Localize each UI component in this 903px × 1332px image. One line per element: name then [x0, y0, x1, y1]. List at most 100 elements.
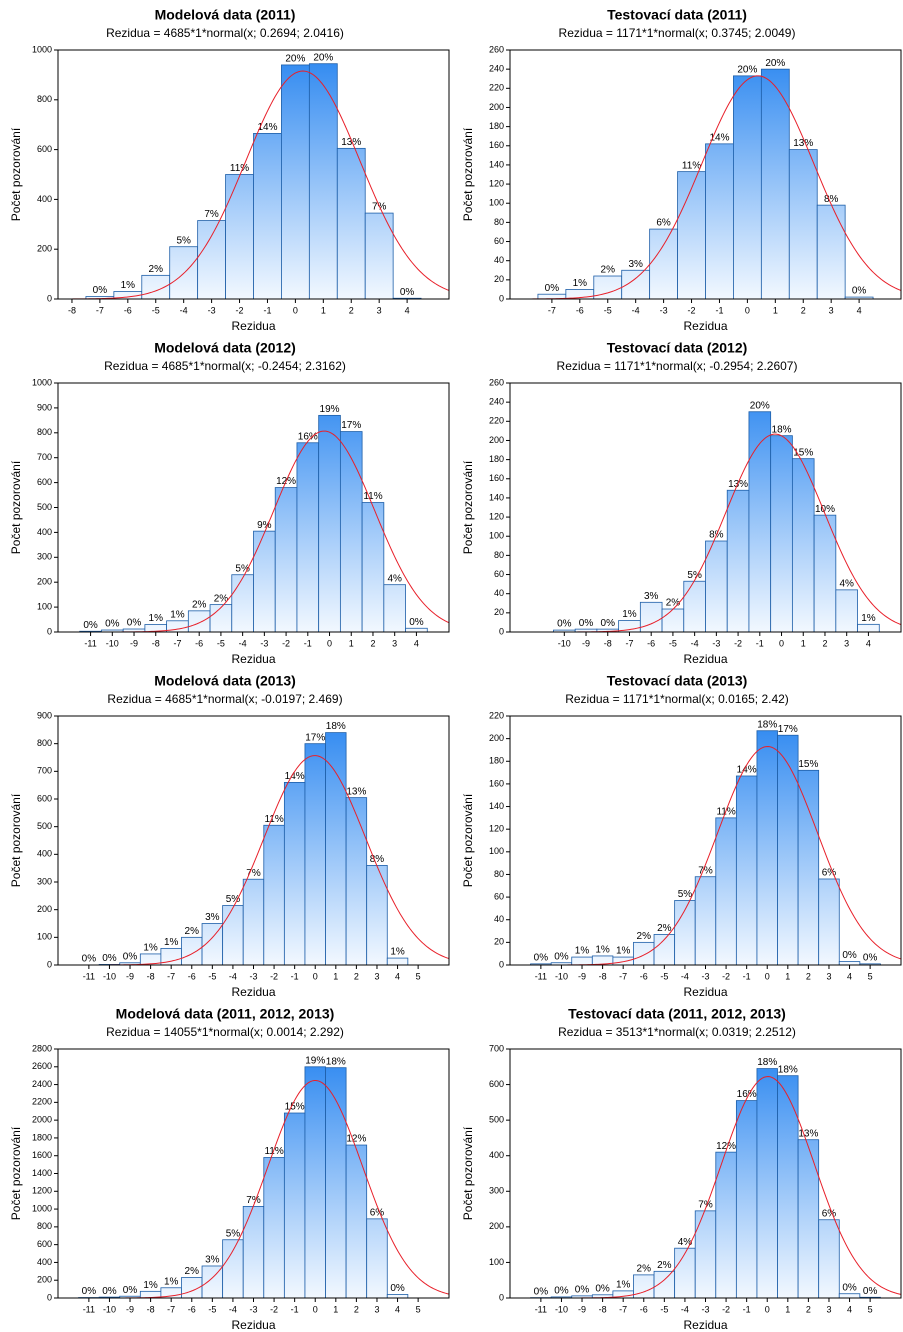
y-tick-label: 400	[37, 527, 52, 537]
bar	[777, 734, 799, 966]
y-axis-label: Počet pozorování	[9, 127, 23, 221]
percent-label: 1%	[595, 945, 610, 956]
x-tick-label: -5	[217, 638, 225, 648]
percent-label: 18%	[757, 1057, 777, 1068]
y-tick-label: 200	[489, 435, 504, 445]
percent-label: 11%	[264, 1146, 283, 1157]
chart-subtitle: Rezidua = 14055*1*normal(x; 0.0014; 2.29…	[106, 1025, 344, 1039]
y-tick-label: 140	[489, 801, 504, 811]
x-tick-label: 0	[293, 305, 298, 315]
percent-label: 8%	[824, 194, 839, 205]
y-tick-label: 20	[494, 937, 504, 947]
x-tick-label: -5	[660, 971, 668, 981]
x-tick-label: -2	[722, 1304, 730, 1314]
bar	[187, 610, 211, 633]
percent-label: 7%	[698, 865, 713, 876]
bar	[788, 149, 818, 300]
x-tick-label: 3	[377, 305, 382, 315]
y-axis-label: Počet pozorování	[9, 793, 23, 887]
chart-subtitle: Rezidua = 4685*1*normal(x; -0.2454; 2.31…	[104, 359, 346, 373]
x-tick-label: -2	[236, 305, 244, 315]
x-tick-label: -7	[625, 638, 633, 648]
bar	[283, 782, 306, 966]
percent-label: 2%	[192, 599, 207, 610]
percent-label: 4%	[839, 579, 854, 590]
x-tick-label: -2	[270, 971, 278, 981]
x-tick-label: -1	[291, 1304, 299, 1314]
x-tick-label: -6	[640, 971, 648, 981]
bar	[197, 220, 226, 300]
bar	[816, 204, 846, 300]
percent-label: 2%	[185, 1266, 200, 1277]
percent-label: 1%	[149, 613, 164, 624]
percent-label: 0%	[557, 619, 572, 630]
y-axis-label: Počet pozorování	[461, 793, 475, 887]
x-tick-label: -4	[681, 971, 689, 981]
bar	[818, 878, 840, 966]
percent-label: 0%	[82, 954, 97, 965]
y-tick-label: 800	[37, 427, 52, 437]
chart-title: Modelová data (2011)	[155, 7, 296, 23]
bar	[791, 458, 815, 633]
bar	[705, 540, 728, 633]
x-tick-label: -8	[152, 638, 160, 648]
x-tick-label: 2	[370, 638, 375, 648]
y-tick-label: 200	[37, 904, 52, 914]
y-tick-label: 0	[47, 293, 52, 303]
y-axis-label: Počet pozorování	[9, 1126, 23, 1220]
y-tick-label: 1000	[32, 1203, 52, 1213]
percent-label: 11%	[230, 163, 249, 174]
chart-subtitle: Rezidua = 4685*1*normal(x; -0.0197; 2.46…	[107, 692, 342, 706]
bar	[274, 487, 298, 633]
chart-subtitle: Rezidua = 3513*1*normal(x; 0.0319; 2.251…	[558, 1025, 796, 1039]
x-tick-label: -1	[304, 638, 312, 648]
percent-label: 1%	[616, 1280, 631, 1291]
percent-label: 1%	[143, 943, 158, 954]
percent-label: 9%	[257, 520, 272, 531]
chart-title: Testovací data (2013)	[607, 673, 748, 689]
y-tick-label: 500	[37, 502, 52, 512]
x-axis-label: Rezidua	[231, 652, 275, 666]
y-tick-label: 180	[489, 454, 504, 464]
percent-label: 0%	[534, 1286, 549, 1297]
x-axis-label: Rezidua	[231, 319, 275, 333]
x-tick-label: -1	[756, 638, 764, 648]
y-tick-label: 600	[37, 793, 52, 803]
x-tick-label: 2	[801, 305, 806, 315]
chart-title: Testovací data (2011, 2012, 2013)	[568, 1006, 786, 1022]
percent-label: 0%	[842, 950, 857, 961]
x-tick-label: 4	[395, 1304, 400, 1314]
x-tick-label: 0	[313, 971, 318, 981]
bar	[770, 435, 793, 633]
percent-label: 3%	[205, 912, 220, 923]
percent-label: 11%	[682, 160, 701, 171]
x-tick-label: -2	[688, 305, 696, 315]
y-tick-label: 900	[37, 710, 52, 720]
bar	[318, 414, 341, 633]
percent-label: 0%	[554, 951, 569, 962]
bar	[760, 68, 790, 300]
percent-label: 1%	[616, 946, 631, 957]
y-tick-label: 240	[489, 397, 504, 407]
x-tick-label: -7	[167, 1304, 175, 1314]
y-tick-label: 500	[489, 1115, 504, 1125]
x-tick-label: 3	[392, 638, 397, 648]
y-tick-label: 1800	[32, 1132, 52, 1142]
x-tick-label: 2	[354, 1304, 359, 1314]
bar	[345, 797, 368, 966]
x-tick-label: 5	[416, 1304, 421, 1314]
x-tick-label: -1	[743, 971, 751, 981]
y-tick-label: 120	[489, 511, 504, 521]
percent-label: 5%	[226, 894, 241, 905]
percent-label: 12%	[716, 1141, 736, 1152]
percent-label: 8%	[370, 854, 385, 865]
y-tick-label: 600	[37, 477, 52, 487]
plot-frame	[509, 49, 902, 300]
percent-label: 1%	[164, 937, 179, 948]
percent-label: 2%	[637, 1264, 652, 1275]
y-tick-label: 2800	[32, 1043, 52, 1053]
x-tick-label: -4	[691, 638, 699, 648]
x-tick-label: 5	[416, 971, 421, 981]
percent-label: 5%	[235, 563, 250, 574]
bar	[683, 580, 706, 633]
